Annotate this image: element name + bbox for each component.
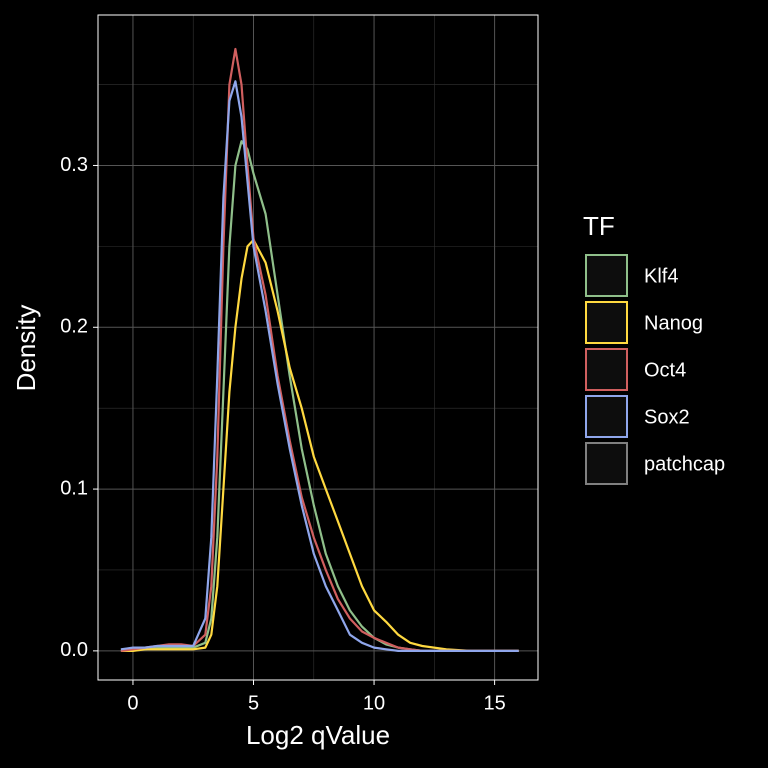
y-axis-title: Density [11, 305, 41, 392]
y-tick-label: 0.2 [60, 316, 88, 338]
legend-title: TF [583, 211, 615, 241]
panel-border [97, 14, 539, 681]
plot-background [98, 15, 538, 680]
legend-key [585, 348, 628, 391]
x-tick-label: 10 [363, 692, 385, 714]
density-line [120, 80, 519, 652]
legend-label: Sox2 [644, 406, 690, 428]
x-tick-label: 0 [127, 692, 138, 714]
legend-label: Klf4 [644, 265, 678, 287]
density-line [120, 238, 519, 652]
legend-key [585, 442, 628, 485]
legend-key [585, 254, 628, 297]
y-tick-label: 0.1 [60, 477, 88, 499]
y-tick-label: 0.0 [60, 639, 88, 661]
x-tick-label: 15 [483, 692, 505, 714]
legend-label: Oct4 [644, 359, 686, 381]
x-axis-title: Log2 qValue [246, 720, 390, 750]
x-tick-label: 5 [248, 692, 259, 714]
legend-key [585, 301, 628, 344]
legend-key [585, 395, 628, 438]
y-tick-label: 0.3 [60, 154, 88, 176]
legend-label: Nanog [644, 312, 703, 334]
legend-label: patchcap [644, 453, 725, 475]
